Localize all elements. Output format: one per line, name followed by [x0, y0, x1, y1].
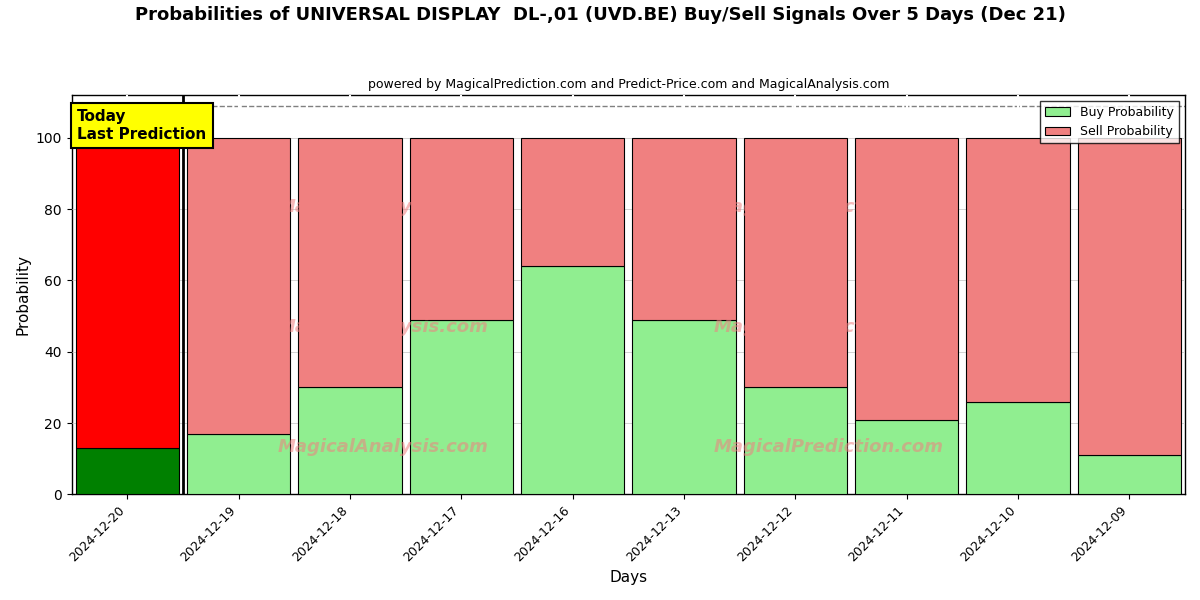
Legend: Buy Probability, Sell Probability: Buy Probability, Sell Probability	[1040, 101, 1178, 143]
Text: Probabilities of UNIVERSAL DISPLAY  DL-,01 (UVD.BE) Buy/Sell Signals Over 5 Days: Probabilities of UNIVERSAL DISPLAY DL-,0…	[134, 6, 1066, 24]
Bar	[299, 388, 402, 494]
Title: powered by MagicalPrediction.com and Predict-Price.com and MagicalAnalysis.com: powered by MagicalPrediction.com and Pre…	[367, 78, 889, 91]
Text: MagicalPrediction.com: MagicalPrediction.com	[714, 437, 943, 455]
Text: MagicalPrediction.com: MagicalPrediction.com	[714, 317, 943, 335]
Bar	[966, 402, 1069, 494]
Bar	[521, 266, 624, 494]
Bar	[744, 388, 847, 494]
Bar	[632, 320, 736, 494]
Text: MagicalAnalysis.com: MagicalAnalysis.com	[278, 198, 488, 216]
Y-axis label: Probability: Probability	[16, 254, 30, 335]
Bar	[76, 138, 179, 448]
Bar	[76, 448, 179, 494]
Bar	[632, 138, 736, 320]
Text: MagicalPrediction.com: MagicalPrediction.com	[714, 198, 943, 216]
Bar	[409, 320, 514, 494]
Bar	[1078, 455, 1181, 494]
X-axis label: Days: Days	[610, 570, 647, 585]
Bar	[854, 419, 959, 494]
Text: Today
Last Prediction: Today Last Prediction	[77, 109, 206, 142]
Bar	[299, 138, 402, 388]
Bar	[1078, 138, 1181, 455]
Bar	[744, 138, 847, 388]
Bar	[409, 138, 514, 320]
Bar	[966, 138, 1069, 402]
Bar	[187, 434, 290, 494]
Text: MagicalAnalysis.com: MagicalAnalysis.com	[278, 437, 488, 455]
Bar	[521, 138, 624, 266]
Bar	[187, 138, 290, 434]
Bar	[854, 138, 959, 419]
Text: MagicalAnalysis.com: MagicalAnalysis.com	[278, 317, 488, 335]
